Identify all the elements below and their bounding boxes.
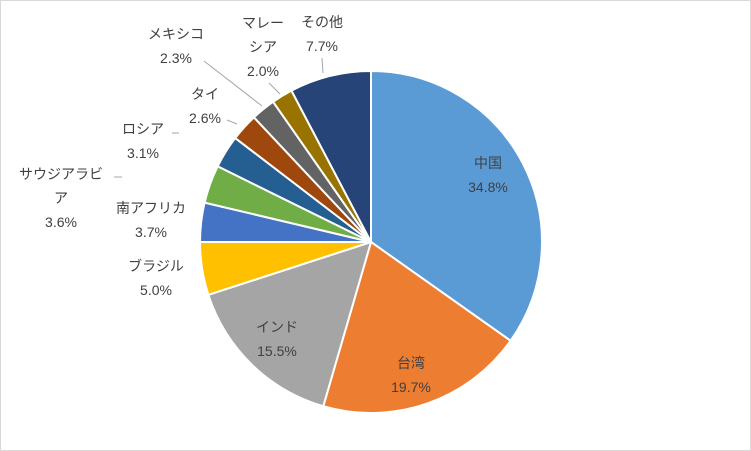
percent-label: 3.1% [127,145,159,161]
percent-label: 2.6% [189,110,221,126]
leader-line-thailand [226,119,238,125]
category-label: マレーシア [242,15,284,55]
percent-label: 3.7% [135,224,167,240]
percent-label: 5.0% [140,282,172,298]
data-label-other: その他 7.7% [282,10,362,58]
category-label: ブラジル [128,258,184,274]
pie-slices [199,70,543,414]
category-label: 南アフリカ [116,200,186,216]
data-label-mexico: メキシコ 2.3% [136,22,216,70]
category-label: ロシア [122,121,164,137]
percent-label: 7.7% [306,38,338,54]
category-label: 中国 [474,155,502,171]
category-label: インド [256,319,298,335]
data-label-south-africa: 南アフリカ 3.7% [111,196,191,244]
category-label: その他 [301,14,343,30]
leader-line-mexico [203,60,263,107]
data-label-brazil: ブラジル 5.0% [116,254,196,302]
leader-line-other [321,57,324,74]
category-label: 台湾 [397,355,425,371]
data-label-taiwan: 台湾 19.7% [371,351,451,399]
percent-label: 34.8% [468,179,508,195]
pie-slice-taiwan [322,241,512,414]
data-label-thailand: タイ 2.6% [165,82,245,130]
pie-slice-china [370,70,543,342]
pie-slice-other [290,70,372,243]
percent-label: 2.0% [247,63,279,79]
percent-label: 15.5% [257,343,297,359]
data-label-russia: ロシア 3.1% [103,117,183,165]
percent-label: 2.3% [160,50,192,66]
category-label: タイ [191,86,219,102]
data-label-saudi-arabia: サウジアラビア 3.6% [16,162,106,234]
category-label: メキシコ [148,26,204,42]
percent-label: 3.6% [45,214,77,230]
percent-label: 19.7% [391,379,431,395]
data-label-india: インド 15.5% [237,315,317,363]
data-label-china: 中国 34.8% [448,151,528,199]
pie-slice-india [207,241,372,408]
data-label-malaysia: マレーシア 2.0% [240,11,286,83]
category-label: サウジアラビア [19,166,103,206]
leader-lines [114,57,324,178]
leader-line-malaysia [268,82,281,95]
